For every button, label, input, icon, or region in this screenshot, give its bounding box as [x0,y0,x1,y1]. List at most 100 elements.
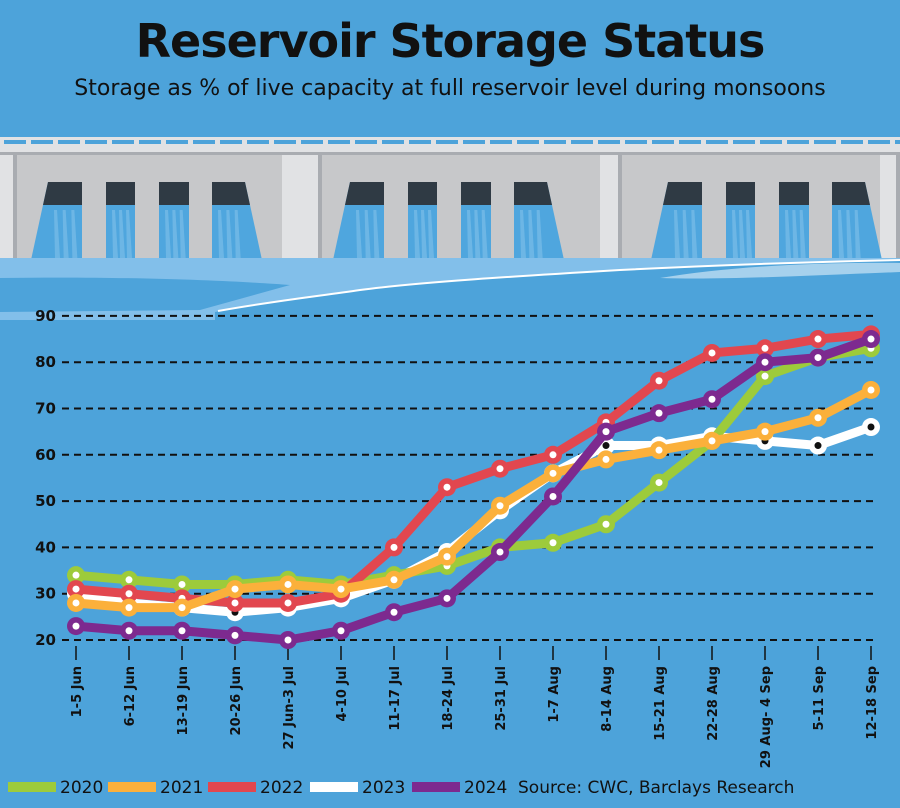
point-center [178,627,186,635]
water-streak [691,210,698,258]
point-center [814,414,822,422]
railing-slot [112,140,134,144]
railing-slot [868,140,890,144]
point-center [655,479,663,487]
point-center [125,590,133,598]
water-streak [739,210,745,258]
railing-slot [463,140,485,144]
chart-title: Reservoir Storage Status [135,14,766,68]
river-wave [0,277,290,312]
point-center [814,335,822,343]
water-streak [428,210,434,258]
gate-opening [43,182,82,205]
point-center [390,576,398,584]
point-center [72,599,80,607]
series-2024 [67,330,880,649]
y-tick-label: 50 [35,492,56,510]
point-center [231,599,239,607]
point-center [602,455,610,463]
point-center [178,604,186,612]
x-tick-label: 11-17 Jul [388,666,403,731]
water-streak [732,210,738,258]
x-tick-label: 20-26 Jun [229,666,244,735]
water-streak [112,210,118,258]
railing-slot [409,140,431,144]
point-center [867,423,875,431]
x-tick-label: 13-19 Jun [176,666,191,735]
x-tick-label: 8-14 Aug [600,666,615,732]
point-center [443,553,451,561]
water-streak [682,210,689,258]
y-tick-label: 30 [35,585,56,603]
legend-label-2021: 2021 [160,778,203,798]
water-streak [792,210,799,258]
point-center [337,627,345,635]
water-streak [746,210,752,258]
point-center [390,608,398,616]
source-note: Source: CWC, Barclays Research [518,778,794,798]
series-2023 [67,418,880,622]
point-center [602,442,610,450]
railing-slot [301,140,323,144]
point-center [231,631,239,639]
x-tick-label: 5-11 Sep [812,666,827,731]
water-streak [71,210,78,258]
point-center [708,395,716,403]
point-center [284,580,292,588]
water-streak [172,210,179,258]
point-center [337,585,345,593]
water-streak [838,210,844,258]
water-streak [528,210,535,258]
point-center [231,585,239,593]
gate-opening [726,182,755,205]
water-streak [854,210,861,258]
x-tick-label: 25-31 Jul [494,666,509,731]
dam-pillar [282,155,300,260]
railing-slot [274,140,296,144]
water-streak [481,210,488,258]
point-center [496,548,504,556]
water-streak [414,210,420,258]
legend-label-2022: 2022 [260,778,303,798]
y-tick-label: 70 [35,400,56,418]
water-streak [474,210,481,258]
railing-slot [220,140,242,144]
water-streak [234,210,241,258]
point-center [72,585,80,593]
point-center [443,594,451,602]
y-tick-label: 20 [35,631,56,649]
dam-pillar [600,155,618,260]
point-center [655,446,663,454]
point-center [549,539,557,547]
railing-slot [787,140,809,144]
point-center [443,483,451,491]
railing-slot [598,140,620,144]
point-center [708,349,716,357]
y-tick-label: 40 [35,538,56,556]
line-2020 [71,343,876,589]
gate-opening [212,182,250,205]
point-center [761,344,769,352]
y-tick-label: 80 [35,353,56,371]
point-center [602,520,610,528]
water-streak [226,210,233,258]
water-streak [467,210,473,258]
y-tick-label: 90 [35,307,56,325]
gate-opening [159,182,189,205]
x-tick-label: 29 Aug- 4 Sep [759,666,774,768]
point-center [655,409,663,417]
gate-opening [779,182,809,205]
x-tick-label: 15-21 Aug [653,666,668,741]
point-center [655,377,663,385]
legend-label-2020: 2020 [60,778,103,798]
point-center [125,604,133,612]
dam-pillar [300,155,318,260]
point-center [284,636,292,644]
gate-opening [514,182,552,205]
pillar-shadow [896,155,900,260]
railing-slot [625,140,647,144]
railing-slot [706,140,728,144]
water-streak [126,210,132,258]
railing-slot [814,140,836,144]
